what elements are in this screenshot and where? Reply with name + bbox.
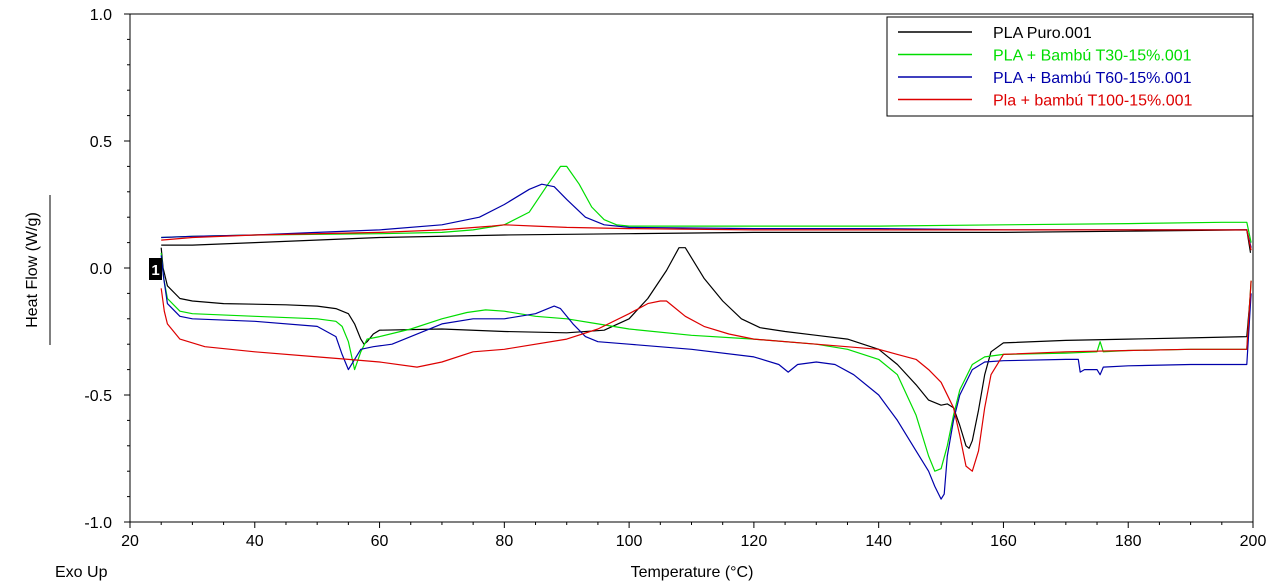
x-tick-label: 60 (371, 533, 389, 550)
x-axis: 20 40 60 80 100 120 140 160 180 200 (121, 522, 1266, 550)
x-axis-label: Temperature (°C) (631, 564, 754, 581)
x-tick-label: 80 (495, 533, 513, 550)
x-tick-label: 40 (246, 533, 264, 550)
x-tick-label: 20 (121, 533, 139, 550)
legend-entry: PLA + Bambú T30-15%.001 (993, 48, 1192, 65)
x-tick-label: 180 (1115, 533, 1142, 550)
x-tick-label: 200 (1240, 533, 1267, 550)
series-line (160, 280, 1252, 472)
y-tick-label: -1.0 (84, 515, 112, 532)
y-tick-label: 1.0 (90, 7, 112, 24)
y-axis: -1.0 -0.5 0.0 0.5 1.0 (84, 7, 130, 532)
x-tick-label: 120 (741, 533, 768, 550)
y-tick-label: 0.5 (90, 134, 112, 151)
legend: PLA Puro.001 PLA + Bambú T30-15%.001 PLA +… (886, 16, 1254, 117)
legend-entry: PLA Puro.001 (993, 25, 1092, 42)
series-line (161, 229, 1252, 253)
y-axis-label: Heat Flow (W/g) (24, 212, 41, 328)
series-line (161, 224, 1252, 251)
series-line (161, 183, 1252, 248)
run-marker-box (149, 258, 162, 280)
y-axis-title: Heat Flow (W/g) (24, 195, 51, 345)
exo-up-label: Exo Up (55, 564, 108, 581)
series-line (161, 165, 1252, 243)
y-tick-label: -0.5 (84, 388, 112, 405)
series-line (160, 247, 1252, 449)
x-tick-label: 160 (990, 533, 1017, 550)
series-line (160, 252, 1252, 472)
series-line (160, 255, 1252, 500)
legend-entry: Pla + bambú T100-15%.001 (993, 93, 1193, 110)
x-tick-label: 100 (616, 533, 643, 550)
run-marker-label: 1 (151, 262, 159, 279)
legend-entry: PLA + Bambú T60-15%.001 (993, 70, 1192, 87)
y-tick-label: 0.0 (90, 261, 112, 278)
x-tick-label: 140 (865, 533, 892, 550)
run-marker: 1 (149, 258, 162, 280)
series-curves (160, 165, 1252, 500)
